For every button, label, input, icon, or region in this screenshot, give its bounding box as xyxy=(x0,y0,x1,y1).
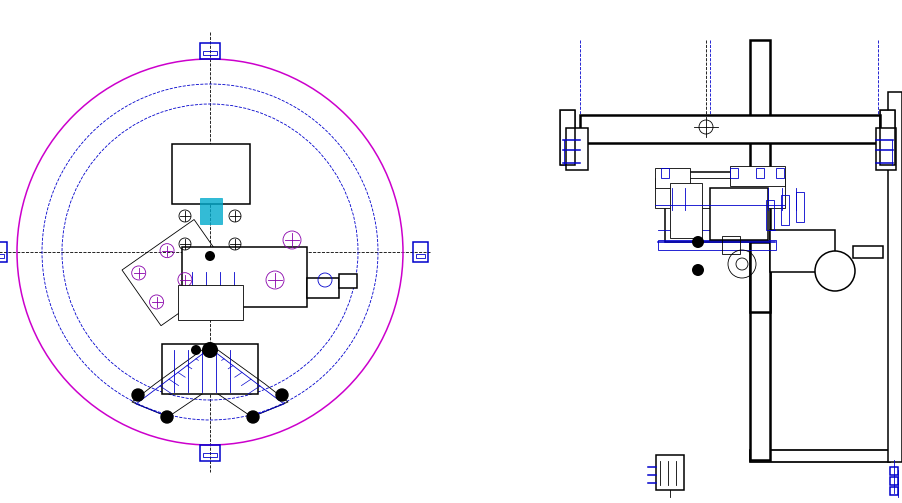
Bar xyxy=(660,168,668,178)
Bar xyxy=(879,110,894,165)
Bar xyxy=(203,453,216,457)
Bar xyxy=(161,344,258,394)
Bar xyxy=(750,450,889,462)
Bar xyxy=(750,450,889,462)
Bar xyxy=(722,236,739,254)
Bar xyxy=(796,192,803,222)
Bar xyxy=(182,247,307,307)
Bar xyxy=(416,254,425,258)
Bar xyxy=(889,467,897,475)
Bar xyxy=(566,128,587,170)
Bar xyxy=(171,144,250,204)
Bar xyxy=(307,278,338,298)
Bar xyxy=(199,445,220,461)
Bar xyxy=(889,487,897,495)
Bar xyxy=(875,128,895,170)
Bar xyxy=(709,188,767,240)
Bar xyxy=(852,246,882,258)
Bar xyxy=(889,477,897,485)
Bar xyxy=(199,43,220,59)
Bar xyxy=(780,195,788,225)
Bar xyxy=(769,230,834,272)
Bar xyxy=(654,168,689,188)
Circle shape xyxy=(202,342,217,358)
Circle shape xyxy=(815,251,854,291)
Circle shape xyxy=(247,411,259,423)
Bar xyxy=(879,110,894,165)
Bar xyxy=(887,92,901,462)
Bar xyxy=(579,115,879,143)
Circle shape xyxy=(205,251,215,261)
Bar xyxy=(655,455,683,490)
Bar xyxy=(750,242,769,312)
Bar xyxy=(765,200,773,230)
Bar xyxy=(559,110,575,165)
Bar xyxy=(729,168,737,178)
Circle shape xyxy=(132,389,143,401)
Circle shape xyxy=(691,236,704,248)
Circle shape xyxy=(161,411,173,423)
Bar xyxy=(729,166,784,186)
Circle shape xyxy=(276,389,288,401)
Bar xyxy=(658,240,775,250)
Circle shape xyxy=(691,264,704,276)
Bar xyxy=(178,285,243,320)
Bar xyxy=(338,274,356,288)
Bar xyxy=(755,168,763,178)
Bar xyxy=(0,254,4,258)
Bar xyxy=(559,110,575,165)
Bar xyxy=(412,242,428,262)
Bar xyxy=(750,40,769,460)
Bar xyxy=(0,242,7,262)
Bar xyxy=(664,172,769,242)
Circle shape xyxy=(191,345,201,355)
Bar xyxy=(203,51,216,55)
Bar xyxy=(669,183,701,238)
Bar xyxy=(654,178,784,208)
Bar xyxy=(775,168,783,178)
Bar xyxy=(199,198,222,224)
